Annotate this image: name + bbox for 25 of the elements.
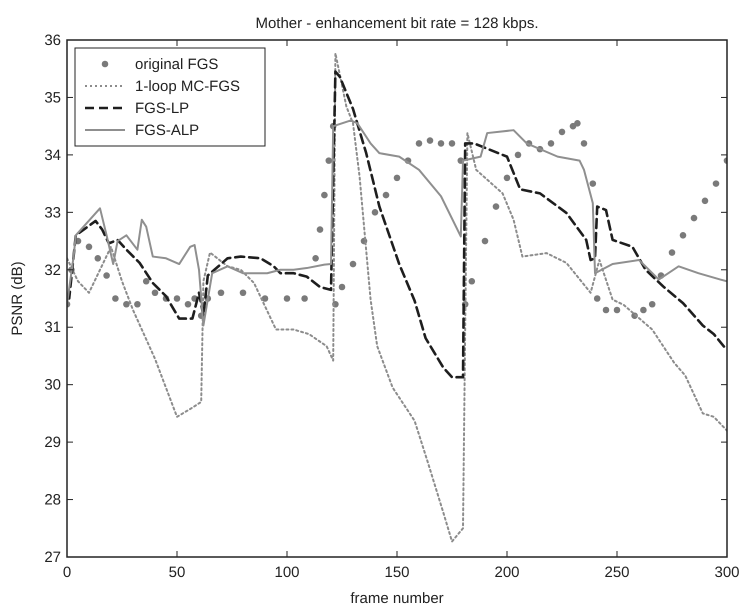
y-tick-label: 28: [44, 492, 61, 509]
y-axis-title: PSNR (dB): [9, 261, 26, 336]
y-tick-label: 31: [44, 319, 61, 336]
x-tick-label: 100: [274, 564, 300, 581]
x-tick-label: 200: [494, 564, 520, 581]
legend-label: original FGS: [135, 56, 218, 73]
y-tick-label: 29: [44, 434, 61, 452]
y-tick-label: 32: [44, 262, 61, 279]
y-tick-label: 27: [44, 549, 61, 566]
y-tick-label: 35: [44, 89, 61, 106]
legend-label: FGS-LP: [135, 100, 190, 117]
x-tick-label: 150: [384, 564, 410, 581]
x-tick-label: 250: [604, 564, 630, 581]
line-series: [67, 52, 727, 542]
x-tick-label: 300: [714, 564, 740, 581]
x-tick-label: 0: [62, 564, 72, 581]
legend-label: FGS-ALP: [135, 122, 200, 139]
y-tick-label: 36: [44, 32, 61, 49]
x-tick-label: 50: [168, 564, 186, 581]
y-tick-label: 33: [44, 204, 61, 222]
x-axis-title: frame number: [350, 590, 444, 607]
legend-label: 1-loop MC-FGS: [135, 78, 240, 95]
y-tick-label: 34: [44, 146, 61, 164]
chart-title: Mother - enhancement bit rate = 128 kbps.: [255, 15, 539, 32]
y-tick-label: 30: [44, 376, 61, 394]
